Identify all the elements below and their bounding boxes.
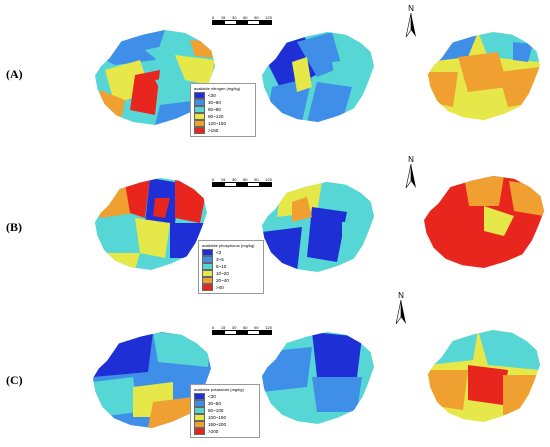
legend-swatch: [202, 277, 213, 284]
map-c-1: [93, 332, 211, 428]
north-arrow-c: N: [394, 292, 408, 329]
legend-swatch: [194, 106, 205, 113]
legend-c: available potassium (mg/kg) <30 30~50 50…: [190, 384, 260, 438]
legend-swatch: [194, 414, 205, 421]
legend-swatch: [194, 92, 205, 99]
north-arrow-a: N: [404, 5, 418, 42]
legend-swatch: [194, 393, 205, 400]
legend-a: available nitrogen (mg/kg) <30 30~60 60~…: [190, 83, 256, 137]
legend-title: available potassium (mg/kg): [194, 387, 244, 392]
north-arrow-b: N: [404, 156, 418, 193]
legend-swatch: [202, 263, 213, 270]
map-b-2: [262, 182, 374, 272]
map-a-3: [428, 32, 540, 120]
legend-swatch: [202, 249, 213, 256]
map-c-2: [262, 332, 374, 424]
scale-bar-a: 0 15 30 60 90 120: [212, 15, 272, 25]
legend-title: available nitrogen (mg/kg): [194, 86, 241, 91]
row-label-a: (A): [6, 67, 23, 81]
legend-swatch: [194, 113, 205, 120]
map-b-3: [424, 176, 544, 268]
legend-swatch: [202, 256, 213, 263]
legend-swatch: [194, 407, 205, 414]
scale-bar-c: 0 15 30 60 90 120: [212, 325, 272, 335]
legend-swatch: [194, 400, 205, 407]
scale-bar-b: 0 15 30 60 90 120: [212, 177, 272, 187]
legend-swatch: [202, 270, 213, 277]
legend-swatch: [202, 284, 213, 291]
row-label-b: (B): [6, 220, 22, 234]
legend-swatch: [194, 99, 205, 106]
map-b-1: [95, 178, 207, 270]
map-c-3: [428, 330, 540, 422]
legend-title: available phosphorus (mg/kg): [202, 243, 255, 248]
map-a-2: [262, 32, 374, 122]
row-label-c: (C): [6, 373, 23, 387]
legend-swatch: [194, 120, 205, 127]
legend-b: available phosphorus (mg/kg) <3 3~5 5~10…: [198, 240, 264, 294]
legend-swatch: [194, 421, 205, 428]
legend-swatch: [194, 428, 205, 435]
legend-swatch: [194, 127, 205, 134]
